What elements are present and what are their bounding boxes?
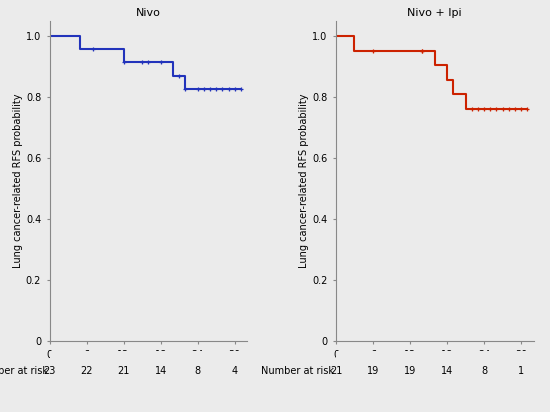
Text: 4: 4 — [232, 366, 238, 376]
Text: 22: 22 — [80, 366, 93, 376]
Text: Number at risk: Number at risk — [261, 366, 334, 376]
Text: Number at risk: Number at risk — [0, 366, 47, 376]
Text: 8: 8 — [481, 366, 487, 376]
Text: 21: 21 — [117, 366, 130, 376]
Title: Nivo + Ipi: Nivo + Ipi — [408, 8, 462, 19]
X-axis label: Time from randomization (months): Time from randomization (months) — [63, 365, 234, 375]
Y-axis label: Lung cancer-related RFS probability: Lung cancer-related RFS probability — [13, 94, 23, 268]
X-axis label: Time from randomization (months): Time from randomization (months) — [349, 365, 520, 375]
Text: 21: 21 — [330, 366, 342, 376]
Text: 19: 19 — [367, 366, 379, 376]
Text: 19: 19 — [404, 366, 416, 376]
Text: 1: 1 — [518, 366, 524, 376]
Text: 23: 23 — [43, 366, 56, 376]
Title: Nivo: Nivo — [136, 8, 161, 19]
Text: 14: 14 — [441, 366, 453, 376]
Text: 8: 8 — [195, 366, 201, 376]
Text: 14: 14 — [155, 366, 167, 376]
Y-axis label: Lung cancer-related RFS probability: Lung cancer-related RFS probability — [299, 94, 310, 268]
